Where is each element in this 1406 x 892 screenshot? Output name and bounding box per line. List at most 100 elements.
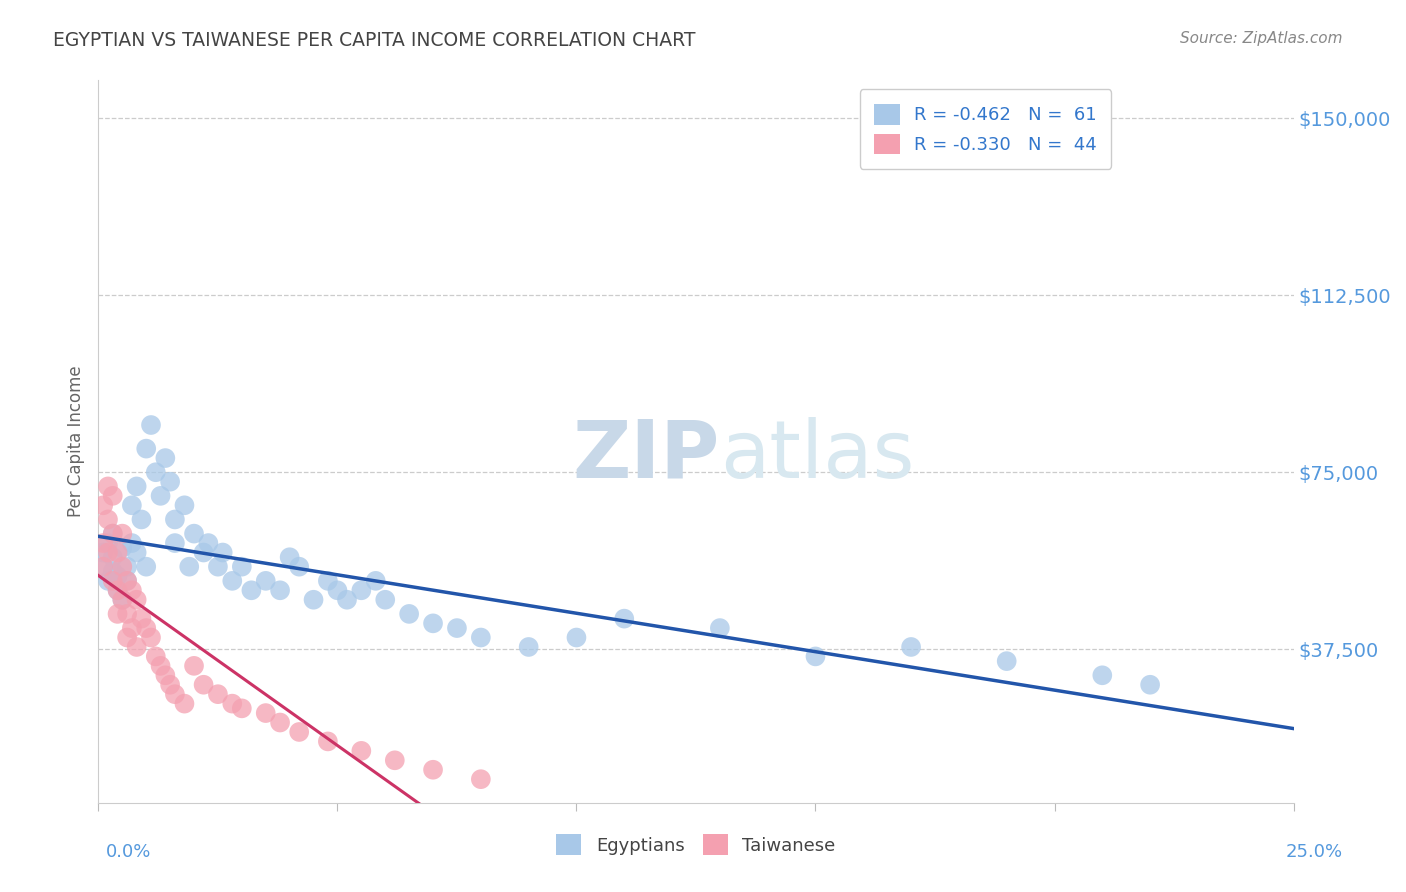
Text: 25.0%: 25.0% (1285, 843, 1343, 861)
Point (115, 574, 138, 588)
Point (211, 545, 233, 559)
Point (254, 706, 277, 720)
Point (336, 592, 359, 607)
Point (326, 583, 349, 598)
Point (221, 574, 243, 588)
Point (288, 559, 311, 574)
Point (470, 772, 492, 787)
Point (163, 687, 186, 701)
Point (91, 559, 114, 574)
Point (121, 621, 143, 635)
Point (709, 621, 731, 635)
Point (254, 574, 277, 588)
Point (125, 545, 148, 559)
Point (101, 550, 124, 565)
Point (221, 697, 243, 711)
Point (101, 489, 124, 503)
Point (398, 607, 420, 621)
Point (384, 753, 406, 767)
Point (231, 559, 253, 574)
Point (240, 583, 263, 598)
Point (231, 701, 253, 715)
Point (422, 616, 444, 631)
Point (302, 592, 325, 607)
Point (163, 512, 186, 526)
Point (565, 631, 588, 645)
Point (269, 715, 291, 730)
Point (193, 678, 215, 692)
Point (115, 607, 138, 621)
Point (197, 536, 219, 550)
Point (97, 536, 120, 550)
Point (135, 559, 157, 574)
Point (97, 512, 120, 526)
Point (145, 465, 167, 479)
Point (163, 536, 186, 550)
Point (97, 545, 120, 559)
Point (350, 583, 373, 598)
Point (269, 583, 291, 598)
Point (995, 654, 1018, 668)
Point (422, 763, 444, 777)
Point (111, 592, 134, 607)
Point (316, 574, 339, 588)
Point (446, 621, 468, 635)
Point (159, 678, 181, 692)
Point (155, 451, 177, 466)
Point (173, 498, 195, 512)
Point (121, 498, 143, 512)
Point (288, 725, 311, 739)
Point (91, 559, 114, 574)
Text: 0.0%: 0.0% (105, 843, 150, 861)
Point (131, 612, 153, 626)
Point (107, 607, 129, 621)
Point (101, 526, 124, 541)
Point (207, 559, 229, 574)
Point (97, 574, 120, 588)
Point (107, 583, 129, 598)
Point (470, 631, 492, 645)
Point (115, 574, 138, 588)
Point (193, 545, 215, 559)
Point (364, 574, 387, 588)
Point (149, 489, 172, 503)
Point (155, 668, 177, 682)
Point (107, 583, 129, 598)
Point (613, 612, 636, 626)
Point (91, 498, 114, 512)
Point (111, 526, 134, 541)
Text: ZIP: ZIP (572, 417, 720, 495)
Point (91, 536, 114, 550)
Point (107, 569, 129, 583)
Point (115, 631, 138, 645)
Point (111, 541, 134, 555)
Point (131, 512, 153, 526)
Point (517, 640, 540, 654)
Point (107, 545, 129, 559)
Point (1139, 678, 1161, 692)
Point (125, 592, 148, 607)
Point (91, 545, 114, 559)
Text: Source: ZipAtlas.com: Source: ZipAtlas.com (1180, 31, 1343, 46)
Point (149, 658, 172, 673)
Point (804, 649, 827, 664)
Point (121, 583, 143, 598)
Point (173, 697, 195, 711)
Point (374, 592, 396, 607)
Text: EGYPTIAN VS TAIWANESE PER CAPITA INCOME CORRELATION CHART: EGYPTIAN VS TAIWANESE PER CAPITA INCOME … (53, 31, 696, 50)
Text: atlas: atlas (720, 417, 914, 495)
Point (97, 479, 120, 493)
Point (900, 640, 922, 654)
Point (101, 574, 124, 588)
Point (139, 631, 162, 645)
Point (111, 592, 134, 607)
Point (350, 744, 373, 758)
Point (101, 526, 124, 541)
Point (125, 640, 148, 654)
Point (183, 526, 205, 541)
Point (1091, 668, 1114, 682)
Point (145, 649, 167, 664)
Point (101, 565, 124, 579)
Point (125, 479, 148, 493)
Point (139, 417, 162, 432)
